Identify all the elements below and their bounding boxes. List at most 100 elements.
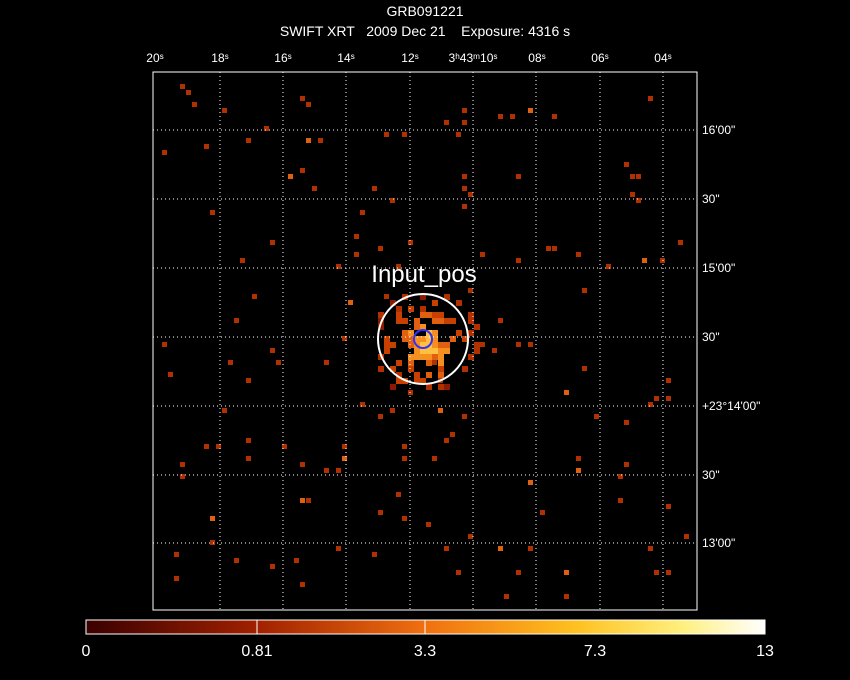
pixel	[384, 342, 390, 348]
pixel	[180, 474, 185, 479]
pixel	[378, 246, 383, 251]
pixel	[438, 366, 444, 372]
pixel	[378, 324, 384, 330]
photon-pixels	[162, 84, 689, 599]
pixel	[354, 234, 359, 239]
pixel	[474, 348, 480, 354]
pixel	[474, 324, 480, 330]
pixel	[438, 372, 444, 378]
pixel	[168, 372, 173, 377]
pixel	[264, 126, 269, 131]
pixel	[420, 348, 426, 354]
pixel	[480, 342, 485, 347]
ra-label: 04ˢ	[654, 51, 671, 65]
pixel	[582, 366, 587, 371]
pixel	[414, 354, 420, 360]
pixel	[438, 318, 444, 324]
pixel	[390, 198, 395, 203]
pixel	[666, 504, 671, 509]
pixel	[630, 192, 635, 197]
pixel	[408, 354, 414, 360]
dec-label: 16'00"	[702, 123, 735, 137]
pixel	[516, 342, 521, 347]
pixel	[378, 366, 384, 372]
pixel	[444, 342, 450, 348]
colorbar-label: 0.81	[241, 643, 272, 660]
ra-label: 12ˢ	[401, 51, 418, 65]
pixel	[468, 354, 474, 360]
pixel	[300, 498, 305, 503]
pixel	[342, 456, 347, 461]
pixel	[414, 324, 420, 330]
pixel	[372, 186, 377, 191]
pixel	[444, 384, 450, 390]
pixel	[666, 570, 671, 575]
pixel	[642, 258, 647, 263]
pixel	[234, 558, 239, 563]
pixel	[648, 96, 653, 101]
pixel	[576, 456, 581, 461]
pixel	[360, 402, 365, 407]
pixel	[270, 564, 275, 569]
pixel	[432, 312, 438, 318]
pixel	[552, 114, 557, 119]
pixel	[456, 300, 462, 306]
pixel	[300, 582, 305, 587]
pixel	[354, 252, 359, 257]
pixel	[222, 108, 227, 113]
ra-label: 3ʰ43ᵐ10ˢ	[449, 51, 498, 65]
pixel	[222, 408, 227, 413]
pixel	[300, 96, 305, 101]
pixel	[180, 462, 185, 467]
dec-label: 30"	[702, 192, 720, 206]
pixel	[444, 348, 450, 354]
pixel	[312, 186, 317, 191]
pixel	[414, 348, 420, 354]
pixel	[192, 102, 197, 107]
pixel	[384, 132, 389, 137]
pixel	[414, 378, 420, 384]
ra-label: 16ˢ	[274, 51, 291, 65]
pixel	[444, 438, 449, 443]
pixel	[372, 552, 377, 557]
pixel	[210, 540, 215, 545]
pixel	[516, 258, 521, 263]
pixel	[420, 324, 426, 330]
pixel	[246, 456, 251, 461]
coordinate-grid	[153, 72, 697, 610]
pixel	[666, 378, 671, 383]
pixel	[468, 312, 474, 318]
pixel	[234, 318, 239, 323]
pixel	[666, 396, 671, 401]
pixel	[624, 162, 629, 167]
pixel	[462, 108, 467, 113]
dec-label: 30"	[702, 330, 720, 344]
pixel	[270, 240, 275, 245]
ra-label: 06ˢ	[591, 51, 608, 65]
pixel	[342, 336, 347, 341]
subtitle: SWIFT XRT 2009 Dec 21 Exposure: 4316 s	[280, 23, 570, 39]
pixel	[480, 252, 485, 257]
pixel	[402, 336, 408, 342]
pixel	[624, 462, 629, 467]
pixel	[252, 294, 257, 299]
colorbar-label: 3.3	[414, 643, 436, 660]
pixel	[402, 318, 408, 324]
pixel	[210, 210, 215, 215]
pixel	[282, 444, 287, 449]
pixel	[426, 384, 432, 390]
ra-label: 14ˢ	[337, 51, 354, 65]
pixel	[648, 546, 653, 551]
pixel	[396, 378, 402, 384]
pixel	[408, 240, 413, 245]
pixel	[408, 336, 414, 342]
pixel	[396, 492, 401, 497]
pixel	[552, 246, 557, 251]
pixel	[462, 336, 468, 342]
pixel	[246, 138, 251, 143]
pixel	[468, 288, 473, 293]
pixel	[450, 432, 455, 437]
pixel	[408, 330, 414, 336]
pixel	[498, 114, 503, 119]
